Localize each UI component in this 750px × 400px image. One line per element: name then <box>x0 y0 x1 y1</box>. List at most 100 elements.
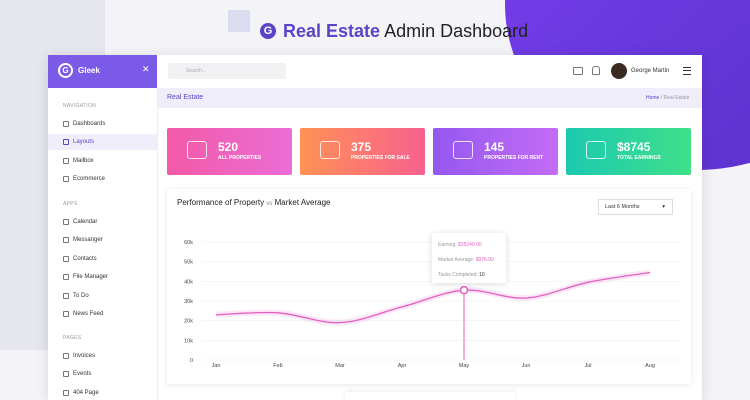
title-rest: Admin Dashboard <box>384 21 529 41</box>
card-value: 375 <box>351 140 372 154</box>
x-tick-label: Jul <box>584 363 591 369</box>
dropdown-label: Last 6 Months <box>605 204 640 210</box>
dropdown[interactable]: Last 6 Months ▾ <box>598 199 673 215</box>
stat-card: 520 ALL PROPERTIES <box>167 128 292 175</box>
nav-section: NAVIGATION <box>63 103 97 109</box>
breadcrumb-page: Real Estate <box>167 94 204 101</box>
nav-label: Messanger <box>73 237 103 244</box>
x-tick-label: Mar <box>335 363 345 369</box>
title-strong: Real Estate <box>283 21 381 41</box>
nav-icon <box>63 274 69 281</box>
nav-icon <box>63 292 69 299</box>
nav-label: Layouts <box>73 139 95 146</box>
y-tick-label: 60k <box>184 240 193 246</box>
chart: 0 10k 20k 30k 40k 50k 60k Jan Feb Mar Apr May Jun Jul… <box>184 240 681 369</box>
nav-item[interactable]: Dashboards <box>48 116 157 132</box>
y-tick-label: 50k <box>184 260 193 266</box>
nav-label: To Do <box>73 292 89 299</box>
line <box>215 271 651 324</box>
nav-label: Contacts <box>73 255 97 262</box>
nav-section: PAGES <box>63 335 82 341</box>
breadcrumb-bar <box>158 88 702 108</box>
tooltip-key: Market Average: <box>438 257 475 263</box>
vs: vs <box>266 201 273 207</box>
decor <box>228 10 250 32</box>
nav-label: News Feed <box>73 311 104 317</box>
nav-label: Ecommerce <box>73 176 106 183</box>
divider <box>157 88 158 400</box>
tooltip-value: 10 <box>479 272 485 278</box>
x-tick-label: Jun <box>522 363 531 369</box>
brand: Gleek <box>78 66 100 75</box>
search-placeholder: Search... <box>186 68 207 74</box>
nav-label: File Manager <box>73 274 109 281</box>
chart-panel <box>167 189 691 384</box>
nav-item[interactable]: Mailbox <box>48 153 157 169</box>
y-tick-label: 30k <box>184 299 193 305</box>
card-label: PROPERTIES FOR RENT <box>484 155 544 161</box>
nav-item[interactable]: Layouts <box>48 134 157 151</box>
menu[interactable] <box>683 67 691 75</box>
tooltip-value: $976.00 <box>475 257 494 263</box>
menu-toggle[interactable]: ✕ <box>142 64 150 74</box>
card-icon <box>320 141 340 159</box>
x-tick-label: Jan <box>212 363 221 369</box>
nav-icon <box>63 371 69 378</box>
title-right: Market Average <box>274 198 331 207</box>
nav-label: Calendar <box>73 219 98 225</box>
point-marker <box>459 285 469 295</box>
search[interactable] <box>168 63 286 79</box>
nav-icon <box>63 255 69 262</box>
user-name[interactable]: George Martin <box>631 68 670 74</box>
tooltip: Earning: $35240.00 Market Average: $976.0… <box>432 233 506 283</box>
nav-label: Events <box>73 371 92 378</box>
crumb: Real Estate <box>663 95 690 101</box>
brand-logo: G <box>58 63 73 78</box>
tooltip-value: $35240.00 <box>458 242 482 248</box>
nav-icon <box>63 121 69 127</box>
nav-item[interactable]: Messanger <box>48 232 157 248</box>
card-value: $8745 <box>617 140 651 154</box>
tooltip-key: Tasks Completed: <box>438 272 478 278</box>
nav-item[interactable]: News Feed <box>48 306 157 322</box>
nav-item[interactable]: Ecommerce <box>48 171 157 187</box>
card-icon <box>453 141 473 159</box>
nav-label: Invoices <box>73 353 96 359</box>
nav-item[interactable]: Contacts <box>48 251 157 267</box>
crumb[interactable]: Home <box>646 95 660 101</box>
tooltip-row: Tasks Completed: 10 <box>438 272 485 278</box>
y-tick-label: 20k <box>184 319 193 325</box>
logo: G <box>260 23 276 39</box>
y-tick-label: 10k <box>184 338 193 344</box>
nav-icon <box>63 139 69 146</box>
tooltip-key: Earning: <box>438 242 457 248</box>
card-label: TOTAL EARNINGS <box>617 155 661 161</box>
card-icon <box>586 141 606 159</box>
nav-icon <box>63 237 69 244</box>
nav-icon <box>63 176 69 183</box>
panel-title: Performance of Property vs Market Averag… <box>177 198 331 207</box>
nav-icon <box>63 157 69 164</box>
nav-item[interactable]: To Do <box>48 288 157 304</box>
nav-icon <box>63 353 69 359</box>
nav-section: APPS <box>63 201 78 207</box>
nav-item[interactable]: File Manager <box>48 269 157 285</box>
nav-label: Mailbox <box>73 157 94 164</box>
tooltip-row: Earning: $35240.00 <box>438 242 482 248</box>
avatar[interactable] <box>611 63 627 79</box>
card-label: PROPERTIES FOR SALE <box>351 155 410 161</box>
x-tick-label: Apr <box>398 363 407 369</box>
nav-item[interactable]: Calendar <box>48 214 157 230</box>
stat-card: $8745 TOTAL EARNINGS <box>566 128 691 175</box>
nav-item[interactable]: Invoices <box>48 348 157 364</box>
card-value: 520 <box>218 140 239 154</box>
icon[interactable] <box>592 66 600 75</box>
card-value: 145 <box>484 140 505 154</box>
nav-item[interactable]: 404 Page <box>48 385 157 400</box>
stat-card: 145 PROPERTIES FOR RENT <box>433 128 558 175</box>
icon[interactable] <box>573 67 583 75</box>
card-icon <box>187 141 207 159</box>
nav-item[interactable]: Events <box>48 366 157 382</box>
tooltip-row: Market Average: $976.00 <box>438 257 494 263</box>
